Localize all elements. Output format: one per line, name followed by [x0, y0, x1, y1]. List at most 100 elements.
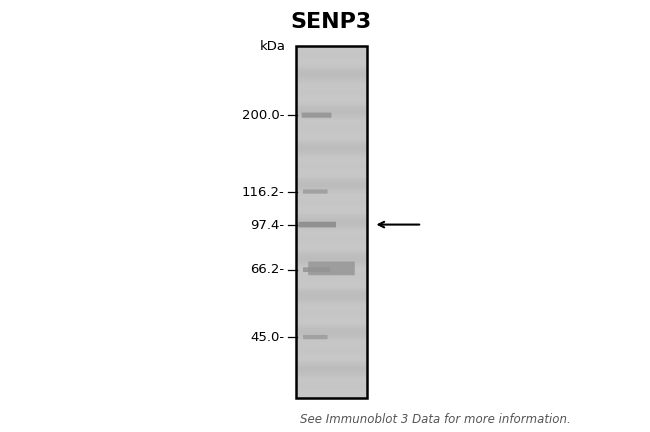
- Bar: [296, 127, 367, 129]
- Bar: [296, 226, 367, 228]
- Bar: [296, 343, 367, 346]
- Bar: [296, 137, 367, 140]
- FancyBboxPatch shape: [303, 189, 328, 194]
- Bar: [296, 57, 367, 59]
- Bar: [296, 92, 367, 94]
- Bar: [296, 391, 367, 393]
- Bar: [296, 257, 367, 259]
- Bar: [296, 359, 367, 362]
- Bar: [296, 124, 367, 126]
- Bar: [296, 347, 367, 349]
- Bar: [296, 270, 367, 272]
- Bar: [296, 271, 367, 273]
- Bar: [296, 73, 367, 75]
- Bar: [296, 64, 367, 66]
- Bar: [296, 276, 367, 279]
- Bar: [296, 240, 367, 242]
- Bar: [296, 71, 367, 73]
- Bar: [296, 314, 367, 316]
- Bar: [296, 153, 367, 156]
- Bar: [296, 51, 367, 54]
- Bar: [296, 377, 367, 379]
- Bar: [296, 204, 367, 206]
- Bar: [296, 298, 367, 300]
- Bar: [296, 60, 367, 62]
- Bar: [296, 375, 367, 377]
- Bar: [296, 317, 367, 319]
- Bar: [296, 224, 367, 226]
- Text: 66.2-: 66.2-: [250, 263, 284, 276]
- Bar: [296, 130, 367, 133]
- Bar: [296, 81, 367, 83]
- Bar: [296, 118, 367, 121]
- Bar: [296, 308, 367, 311]
- Bar: [296, 185, 367, 187]
- Bar: [296, 192, 367, 194]
- Bar: [296, 278, 367, 280]
- Bar: [296, 333, 367, 335]
- Bar: [296, 114, 367, 117]
- Bar: [296, 234, 367, 236]
- Bar: [296, 203, 367, 205]
- Bar: [296, 326, 367, 328]
- Bar: [296, 345, 367, 347]
- Bar: [296, 152, 367, 154]
- Bar: [296, 349, 367, 351]
- Bar: [296, 322, 367, 324]
- Bar: [296, 141, 367, 143]
- Bar: [296, 111, 367, 113]
- Bar: [296, 166, 367, 168]
- FancyBboxPatch shape: [302, 113, 332, 118]
- Bar: [296, 241, 367, 244]
- Bar: [296, 120, 367, 122]
- Bar: [296, 301, 367, 303]
- FancyBboxPatch shape: [303, 335, 328, 339]
- Bar: [296, 189, 367, 191]
- Bar: [296, 129, 367, 131]
- Bar: [296, 65, 367, 67]
- Text: See Immunoblot 3 Data for more information.: See Immunoblot 3 Data for more informati…: [300, 413, 571, 426]
- Bar: [296, 324, 367, 326]
- Text: SENP3: SENP3: [291, 12, 372, 32]
- Bar: [296, 194, 367, 196]
- Bar: [296, 48, 367, 50]
- Bar: [296, 342, 367, 344]
- Bar: [296, 116, 367, 119]
- Bar: [296, 361, 367, 363]
- Bar: [296, 389, 367, 391]
- Bar: [296, 315, 367, 318]
- Bar: [296, 113, 367, 115]
- Bar: [296, 102, 367, 105]
- Bar: [296, 94, 367, 96]
- Bar: [296, 319, 367, 321]
- Bar: [296, 90, 367, 92]
- Bar: [296, 191, 367, 193]
- Bar: [296, 106, 367, 108]
- Bar: [296, 199, 367, 201]
- Bar: [296, 386, 367, 388]
- Bar: [296, 370, 367, 372]
- Bar: [296, 292, 367, 295]
- Bar: [296, 67, 367, 69]
- Bar: [296, 99, 367, 101]
- Bar: [296, 101, 367, 103]
- Bar: [296, 108, 367, 110]
- Bar: [296, 273, 367, 275]
- Bar: [296, 310, 367, 312]
- Bar: [296, 125, 367, 127]
- Bar: [296, 299, 367, 302]
- Bar: [296, 312, 367, 314]
- Bar: [296, 62, 367, 64]
- Text: 116.2-: 116.2-: [242, 186, 284, 199]
- Bar: [296, 264, 367, 267]
- Bar: [296, 136, 367, 138]
- Bar: [296, 381, 367, 383]
- Bar: [296, 69, 367, 71]
- Bar: [296, 247, 367, 249]
- Bar: [296, 331, 367, 334]
- Text: kDa: kDa: [260, 40, 286, 53]
- Bar: [296, 164, 367, 166]
- Bar: [296, 363, 367, 365]
- FancyBboxPatch shape: [303, 267, 330, 272]
- Bar: [296, 47, 367, 398]
